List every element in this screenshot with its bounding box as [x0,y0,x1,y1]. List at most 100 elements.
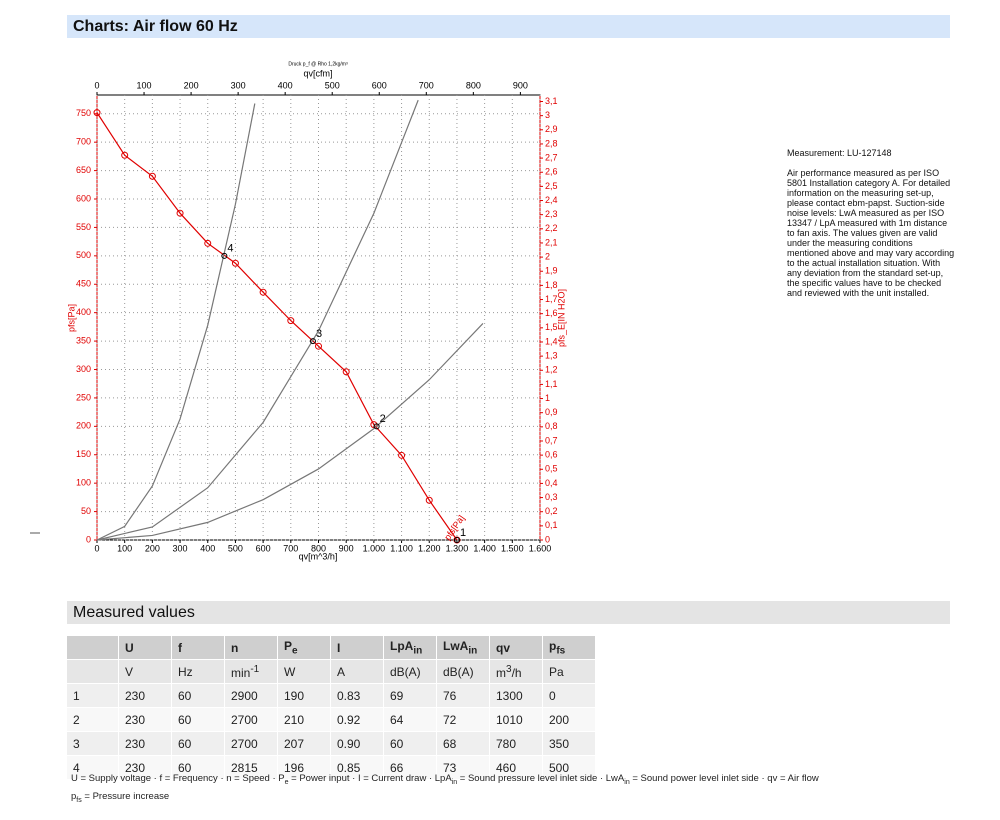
y-tick-label: 600 [76,193,91,203]
column-header: n [224,636,278,660]
unit-sup: -1 [250,663,260,675]
column-name: I [337,640,341,655]
y2-tick-label: 3 [545,110,550,120]
unit: A [337,664,346,679]
column-sub: e [292,645,298,657]
x2-axis-label: qv[cfm] [303,68,332,78]
column-header: LpAin [383,636,437,660]
column-unit: Pa [542,659,596,684]
column-unit: min-1 [224,659,278,684]
table-cell: 210 [277,707,331,732]
y-tick-label: 500 [76,250,91,260]
table-cell: 60 [171,731,225,756]
table-row: 4 230 60 2815 196 0.85 66 73 460 500 [67,755,596,780]
x2-tick-label: 400 [278,80,293,90]
marker [231,259,239,267]
column-unit: A [330,659,384,684]
table-cell: 2700 [224,707,278,732]
legend-text: = Sound pressure level inlet side · LwA [457,773,625,784]
x-tick-label: 900 [339,543,354,553]
chart: 0 100 200 300 400 500 600 700 800 900 1.000 1.100 1.… [30,61,566,561]
series-line [96,99,419,541]
x-tick-label: 1.000 [363,543,386,553]
x2-tick-label: 200 [184,80,199,90]
table-cell: 60 [171,707,225,732]
y2-tick-label: 1,6 [545,308,558,318]
column-name: LwA [443,638,469,653]
marker [398,451,406,459]
y-tick-label: 100 [76,478,91,488]
cell [67,659,119,684]
column-header: Pe [277,636,331,660]
table-cell: 2900 [224,683,278,708]
y2-tick-label: 2,9 [545,124,558,134]
table-cell: 0.90 [330,731,384,756]
y2-tick-label: 0,3 [545,492,558,502]
y-tick-label: 400 [76,307,91,317]
x-tick-label: 700 [283,543,298,553]
x-tick-label: 0 [94,543,99,553]
table-cell: 190 [277,683,331,708]
unit: dB(A) [443,664,474,679]
x2-tick-label: 700 [419,80,434,90]
y2-tick-label: 1,3 [545,350,558,360]
y2-tick-label: 2 [545,251,550,261]
column-unit: Hz [171,659,225,684]
section-title: Measured values [67,601,950,624]
x-tick-label: 500 [228,543,243,553]
column-sub: in [468,645,478,657]
legend-sub: in [451,778,458,786]
y2-tick-label: 2,8 [545,138,558,148]
y2-tick-label: 1,8 [545,280,558,290]
y-tick-label: 150 [76,449,91,459]
y2-tick-label: 2,1 [545,237,558,247]
y2-tick-label: 2,4 [545,195,558,205]
column-name: P [284,638,293,653]
legend-text: p [71,791,77,802]
y2-tick-label: 0 [545,534,550,544]
table-cell: 76 [436,683,490,708]
column-sub: fs [556,645,566,657]
y-tick-label: 250 [76,392,91,402]
y2-tick-label: 0,8 [545,421,558,431]
unit: m [496,665,506,680]
x-tick-label: 800 [311,543,326,553]
series-line [96,112,458,541]
x-tick-label: 200 [145,543,160,553]
plot-frame [96,94,541,541]
x-tick-label: 1.200 [418,543,441,553]
table-cell: 69 [383,683,437,708]
column-name: f [178,640,182,655]
y2-tick-label: 0,5 [545,464,558,474]
y-tick-label: 350 [76,335,91,345]
y2-tick-label: 2,5 [545,181,558,191]
column-unit: dB(A) [383,659,437,684]
legend-sub: e [284,778,289,786]
marker [148,172,156,180]
y-tick-label: 450 [76,279,91,289]
y2-tick-label: 0,6 [545,450,558,460]
y-tick-label: 550 [76,222,91,232]
table-cell: 200 [542,707,596,732]
y2-tick-label: 2,7 [545,152,558,162]
unit-rest: /h [511,665,522,680]
table-cell: 3 [67,731,119,756]
table-cell: 350 [542,731,596,756]
column-header: I [330,636,384,660]
column-name: n [231,640,239,655]
x-tick-label: 400 [200,543,215,553]
table-cell: 196 [277,755,331,780]
y2-tick-label: 2,6 [545,167,558,177]
x2-tick-label: 100 [137,80,152,90]
column-unit: V [118,659,172,684]
unit: min [231,665,251,680]
measurement: Measurement: LU-127148 [787,148,892,158]
operating-point-label: 1 [460,527,466,539]
y2-tick-label: 0,2 [545,506,558,516]
series-line [96,103,256,541]
table-cell: 4 [67,755,119,780]
table-cell: 60 [383,731,437,756]
cell [67,636,119,660]
x2-tick-label: 900 [513,80,528,90]
